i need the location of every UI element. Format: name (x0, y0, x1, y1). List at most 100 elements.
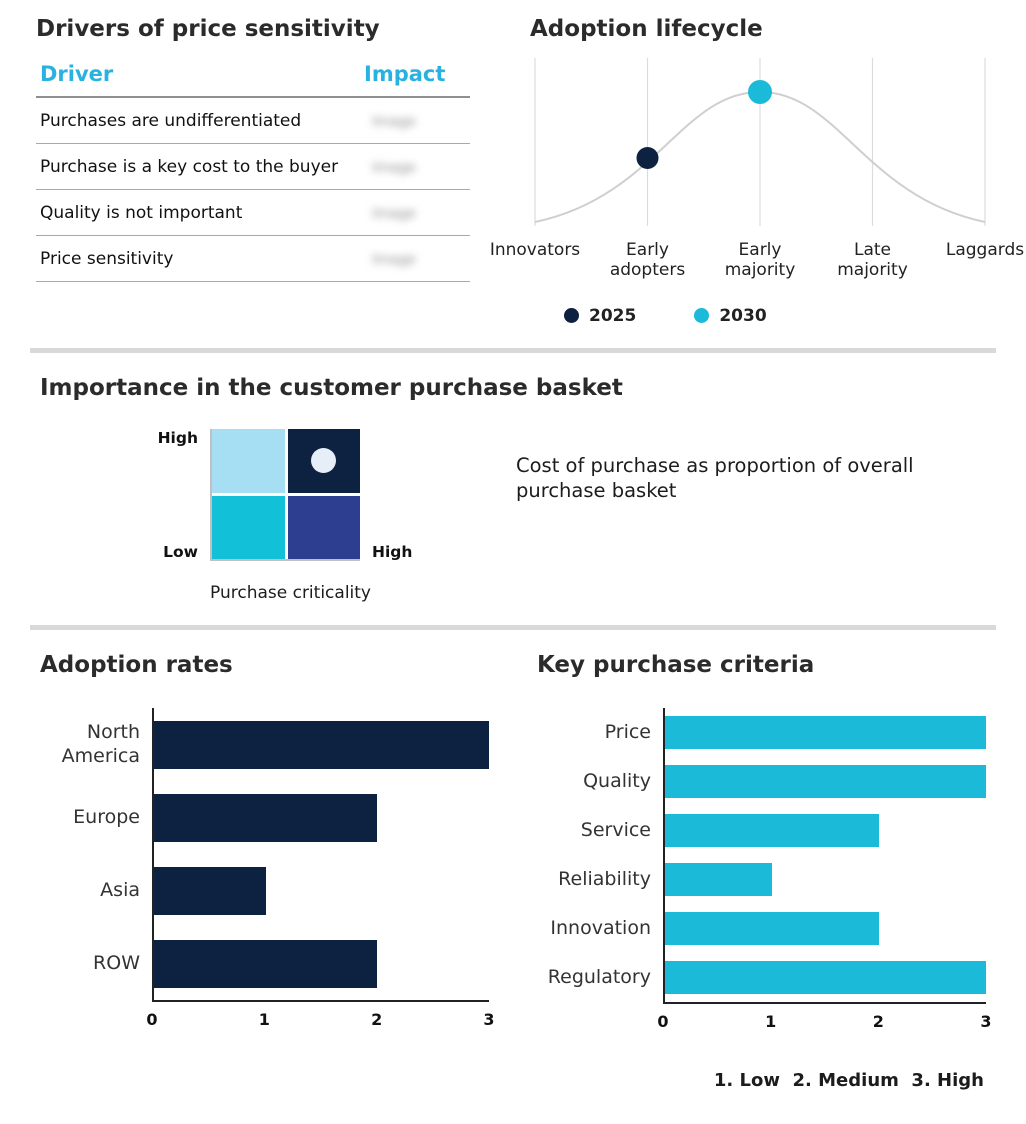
bar-track (152, 708, 489, 781)
report-page: Drivers of price sensitivity Driver Impa… (0, 16, 1026, 1091)
bar-row: Innovation (537, 904, 986, 953)
lifecycle-x-label: Early adopters (609, 240, 686, 281)
adoption-rates-panel: Adoption rates North America Europe Asia RO… (40, 652, 495, 1036)
bar-reliability (665, 863, 772, 896)
bar-track (152, 854, 489, 927)
bar-row: Europe (40, 781, 489, 854)
legend-label: 2030 (719, 306, 767, 326)
drivers-table-rows: Purchases are undifferentiated Image Purch… (36, 98, 470, 282)
bar-category-label: Reliability (558, 867, 651, 890)
section-divider (30, 625, 996, 630)
bar-row: Asia (40, 854, 489, 927)
blurred-impact-image: Image (372, 251, 416, 268)
quadrant-bottom-right (287, 495, 360, 559)
quadrant-matrix (210, 429, 360, 561)
bar-row: Reliability (537, 855, 986, 904)
bar-category-label: North America (61, 720, 140, 767)
blurred-impact-image: Image (372, 205, 416, 222)
axis-spacer (537, 1002, 663, 1038)
bar-europe (154, 793, 378, 842)
drivers-table-header: Driver Impact (36, 54, 470, 98)
driver-cell: Purchase is a key cost to the buyer (40, 156, 339, 177)
bar-category-label: Regulatory (547, 965, 651, 988)
legend-item-2025: 2025 (564, 306, 636, 326)
matrix-y-axis-labels: High Low (148, 429, 210, 561)
legend-item-2030: 2030 (694, 306, 767, 326)
legend-label: 2025 (589, 306, 637, 326)
column-header-impact: Impact (364, 62, 446, 86)
bottom-row: Adoption rates North America Europe Asia RO… (0, 652, 1026, 1091)
lifecycle-chart: Innovators Early adopters Early majority La… (490, 56, 1024, 326)
axis-spacer (40, 1000, 152, 1036)
driver-cell: Price sensitivity (40, 248, 174, 269)
lifecycle-x-label: Early majority (724, 240, 796, 281)
quadrant-bottom-left (212, 495, 285, 559)
table-row: Quality is not important Image (36, 190, 470, 236)
lifecycle-curve-plot (534, 58, 986, 226)
bar-category-label: ROW (93, 951, 140, 974)
basket-annotation: Cost of purchase as proportion of overal… (516, 454, 914, 503)
lifecycle-point-2030 (748, 80, 772, 104)
x-tick-label: 1 (765, 1012, 777, 1031)
impact-cell: Image (364, 203, 466, 223)
x-tick-label: 3 (483, 1010, 495, 1029)
bar-track (152, 927, 489, 1000)
lifecycle-panel: Adoption lifecycle Innovators Early adopt… (490, 16, 1024, 326)
basket-section: Importance in the customer purchase bask… (0, 375, 1026, 603)
impact-cell: Image (364, 157, 466, 177)
drivers-panel: Drivers of price sensitivity Driver Impa… (36, 16, 506, 282)
lifecycle-points (636, 80, 772, 169)
x-tick-label: 2 (371, 1010, 383, 1029)
drivers-table: Driver Impact Purchases are undifferenti… (36, 54, 470, 282)
impact-cell: Image (364, 111, 466, 131)
x-label-high: High (372, 543, 413, 561)
legend-dot-icon (694, 308, 710, 323)
bar-row: Quality (537, 757, 986, 806)
quadrant-top-right (287, 429, 360, 493)
bar-track (663, 806, 986, 855)
basket-body: High Low High Purchase criticality Cost … (40, 429, 986, 603)
column-header-driver: Driver (40, 62, 114, 86)
top-row: Drivers of price sensitivity Driver Impa… (0, 16, 1026, 326)
x-tick-label: 0 (146, 1010, 158, 1029)
table-row: Price sensitivity Image (36, 236, 470, 282)
bar-track (663, 757, 986, 806)
blurred-impact-image: Image (372, 113, 416, 130)
section-divider (30, 348, 996, 353)
quadrant-top-left (212, 429, 285, 493)
bar-category-label: Europe (73, 805, 140, 828)
quadrant-matrix-block: High Low High Purchase criticality (148, 429, 434, 603)
lifecycle-point-2025 (636, 147, 659, 169)
axis-ticks-row: 0 1 2 3 (40, 1000, 495, 1036)
axis-ticks-row: 0 1 2 3 (537, 1002, 992, 1038)
bar-regulatory (665, 961, 986, 994)
drivers-title: Drivers of price sensitivity (36, 16, 380, 42)
y-label-low: Low (163, 543, 198, 561)
lifecycle-legend: 2025 2030 (564, 306, 990, 326)
bar-quality (665, 765, 986, 798)
x-axis: 0 1 2 3 (657, 1002, 992, 1038)
bar-row: Price (537, 708, 986, 757)
bar-category-label: Service (580, 818, 651, 841)
bar-row: ROW (40, 927, 489, 1000)
driver-cell: Purchases are undifferentiated (40, 110, 302, 131)
purchase-criteria-chart: Price Quality Service Reliability Innovation… (537, 708, 992, 1038)
bar-track (663, 953, 986, 1002)
lifecycle-x-labels: Innovators Early adopters Early majority La… (490, 240, 1024, 292)
table-row: Purchases are undifferentiated Image (36, 98, 470, 144)
legend-dot-icon (564, 308, 579, 323)
bar-north-america (154, 720, 489, 769)
bar-category-label: Innovation (550, 916, 651, 939)
x-tick-label: 0 (657, 1012, 669, 1031)
x-tick-label: 1 (258, 1010, 270, 1029)
bar-row: North America (40, 708, 489, 781)
adoption-rates-title: Adoption rates (40, 652, 233, 678)
bar-asia (154, 866, 266, 915)
basket-title: Importance in the customer purchase bask… (40, 375, 623, 401)
lifecycle-x-label: Innovators (489, 240, 581, 260)
x-tick-label: 2 (872, 1012, 884, 1031)
bar-track (663, 904, 986, 953)
highlight-marker-dot (311, 448, 337, 474)
purchase-criteria-title: Key purchase criteria (537, 652, 815, 678)
bar-category-label: Quality (583, 769, 651, 792)
